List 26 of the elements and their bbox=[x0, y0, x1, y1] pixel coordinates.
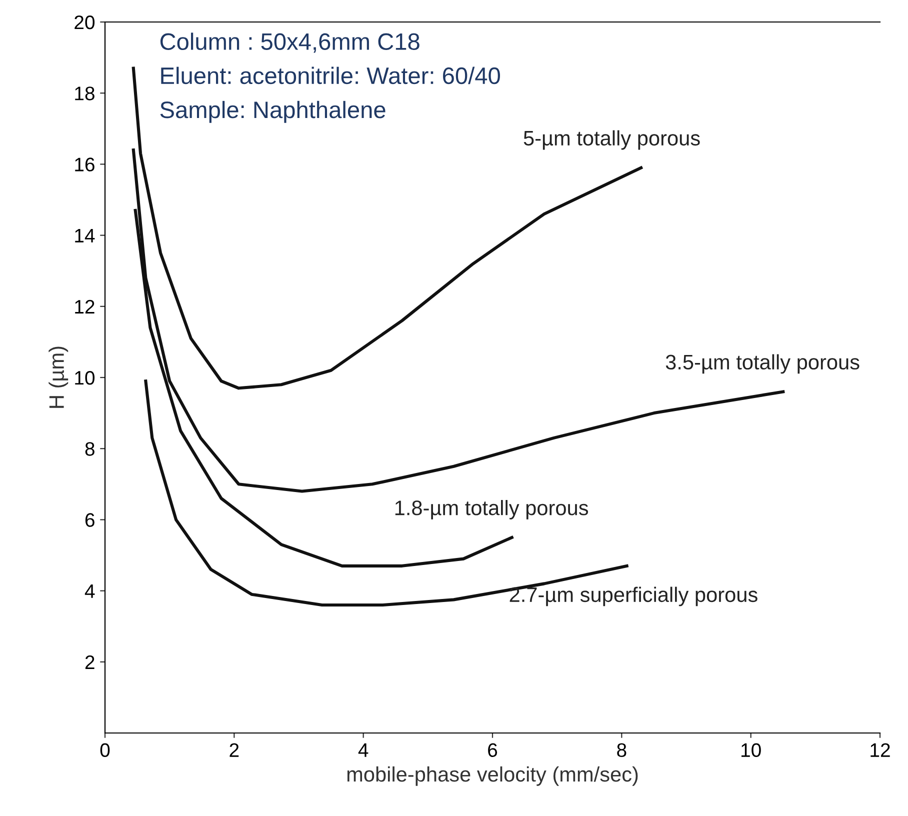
series-label: 3.5-µm totally porous bbox=[666, 354, 860, 374]
y-tick-label: 6 bbox=[85, 513, 94, 527]
x-tick-label: 12 bbox=[870, 743, 890, 757]
y-tick-label: 16 bbox=[75, 158, 94, 172]
x-tick-label: 8 bbox=[617, 743, 626, 758]
x-tick-label: 10 bbox=[742, 743, 761, 758]
x-axis-title: mobile-phase velocity (mm/sec) bbox=[347, 766, 638, 786]
series-label: 1.8-µm totally porous bbox=[395, 500, 588, 520]
y-tick-label: 4 bbox=[84, 584, 95, 598]
annotation: Eluent: acetonitrile: Water: 60/40 bbox=[161, 66, 500, 84]
x-tick-label: 0 bbox=[100, 743, 110, 758]
y-tick-label: 12 bbox=[75, 300, 94, 314]
annotation: Sample: Naphthalene bbox=[160, 100, 386, 123]
annotation: Column : 50x4,6mm C18 bbox=[160, 32, 420, 53]
y-axis-title: H (µm) bbox=[48, 346, 68, 408]
y-tick-label: 14 bbox=[75, 228, 95, 242]
series-label: 2.7-µm superficially porous bbox=[510, 586, 758, 606]
y-tick-label: 2 bbox=[85, 655, 94, 669]
x-tick-label: 2 bbox=[230, 743, 239, 757]
series-label: 5-µm totally porous bbox=[524, 130, 700, 150]
x-tick-label: 6 bbox=[488, 743, 498, 758]
y-tick-label: 10 bbox=[75, 370, 95, 385]
x-tick-label: 4 bbox=[358, 743, 368, 757]
y-tick-label: 8 bbox=[85, 442, 94, 456]
y-tick-label: 20 bbox=[74, 15, 95, 30]
y-tick-label: 18 bbox=[75, 86, 94, 100]
